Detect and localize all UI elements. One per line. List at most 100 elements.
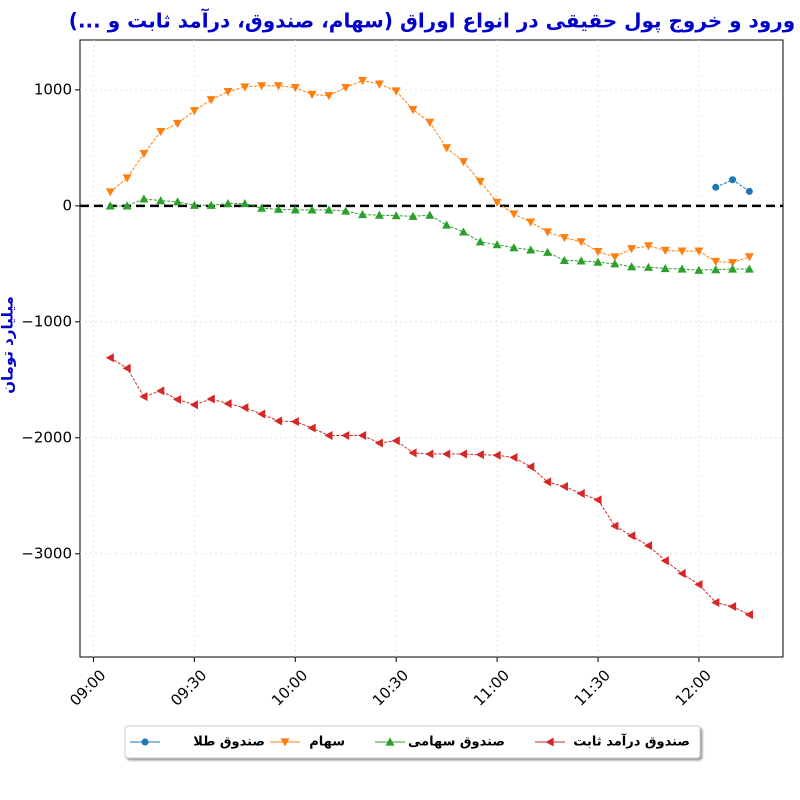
chart-title: ورود و خروج پول حقیقی در انواع اوراق (سه…: [69, 8, 795, 34]
marker: [240, 403, 249, 413]
marker: [385, 737, 395, 746]
marker: [745, 187, 753, 195]
marker: [627, 262, 637, 271]
marker: [694, 247, 704, 256]
marker: [206, 200, 216, 209]
marker: [458, 158, 468, 167]
marker: [475, 177, 485, 186]
marker: [728, 259, 738, 268]
marker: [189, 400, 198, 410]
marker: [610, 259, 620, 268]
marker: [694, 580, 703, 590]
marker: [711, 265, 721, 274]
marker: [257, 409, 266, 419]
marker: [122, 363, 131, 373]
marker: [173, 119, 183, 129]
marker: [156, 196, 166, 205]
marker: [105, 201, 115, 210]
marker: [729, 176, 737, 184]
marker: [643, 262, 653, 271]
marker: [660, 246, 670, 255]
marker: [492, 450, 501, 460]
marker: [425, 449, 434, 459]
marker: [257, 203, 267, 212]
marker: [458, 449, 468, 459]
y-tick-label: 0: [62, 196, 72, 214]
marker: [559, 234, 569, 243]
x-tick-label: 11:30: [571, 666, 614, 709]
plot-frame: [79, 39, 784, 658]
marker: [509, 210, 519, 219]
marker: [627, 245, 637, 254]
legend-box: [124, 725, 701, 759]
marker: [711, 257, 721, 267]
marker: [105, 353, 114, 363]
marker: [273, 82, 283, 91]
marker: [610, 253, 620, 262]
legend-label: سهام: [309, 735, 345, 750]
marker: [341, 83, 351, 93]
marker: [728, 264, 738, 273]
marker: [643, 242, 653, 251]
marker: [475, 450, 484, 460]
marker: [677, 264, 687, 273]
marker: [391, 87, 401, 96]
x-tick-label: 09:00: [66, 666, 109, 709]
marker: [442, 449, 451, 459]
marker: [526, 462, 535, 472]
marker: [711, 597, 720, 607]
series-line: [110, 357, 750, 616]
marker: [610, 521, 619, 531]
marker: [744, 610, 753, 620]
marker: [324, 92, 334, 101]
x-tick-label: 09:30: [167, 666, 210, 709]
marker: [627, 531, 636, 541]
marker: [273, 204, 283, 213]
x-tick-label: 10:30: [369, 666, 412, 709]
marker: [374, 438, 383, 448]
marker: [744, 264, 754, 273]
marker: [374, 210, 384, 219]
marker: [290, 83, 300, 93]
marker: [408, 105, 418, 115]
marker: [391, 211, 401, 220]
marker: [660, 556, 669, 566]
series-line: [109, 80, 750, 264]
marker: [139, 194, 149, 203]
marker: [139, 392, 148, 402]
marker: [677, 568, 686, 578]
marker: [105, 188, 115, 197]
marker: [307, 423, 316, 433]
marker: [290, 417, 299, 427]
marker: [122, 201, 132, 210]
marker: [593, 495, 602, 505]
marker: [408, 448, 417, 458]
legend-label: صندوق درآمد ثابت: [573, 733, 690, 750]
marker: [307, 90, 317, 100]
marker: [526, 218, 536, 227]
marker: [290, 205, 300, 214]
marker: [223, 399, 232, 409]
y-tick-label: −2000: [21, 428, 72, 446]
marker: [358, 430, 367, 440]
marker: [189, 200, 199, 209]
marker: [576, 256, 586, 265]
y-axis-label: میلیارد تومان: [0, 296, 17, 394]
marker: [442, 144, 452, 153]
marker: [442, 220, 452, 229]
marker: [509, 453, 518, 463]
marker: [576, 488, 585, 498]
marker: [223, 88, 233, 97]
marker: [240, 199, 250, 208]
marker: [173, 395, 182, 405]
marker: [341, 206, 351, 215]
marker: [543, 228, 553, 237]
x-tick-label: 10:00: [268, 666, 311, 709]
x-tick-label: 12:00: [672, 666, 715, 709]
marker: [141, 738, 149, 746]
marker: [677, 247, 687, 256]
y-tick-label: −3000: [21, 544, 72, 562]
marker: [273, 416, 283, 426]
marker: [391, 436, 400, 446]
